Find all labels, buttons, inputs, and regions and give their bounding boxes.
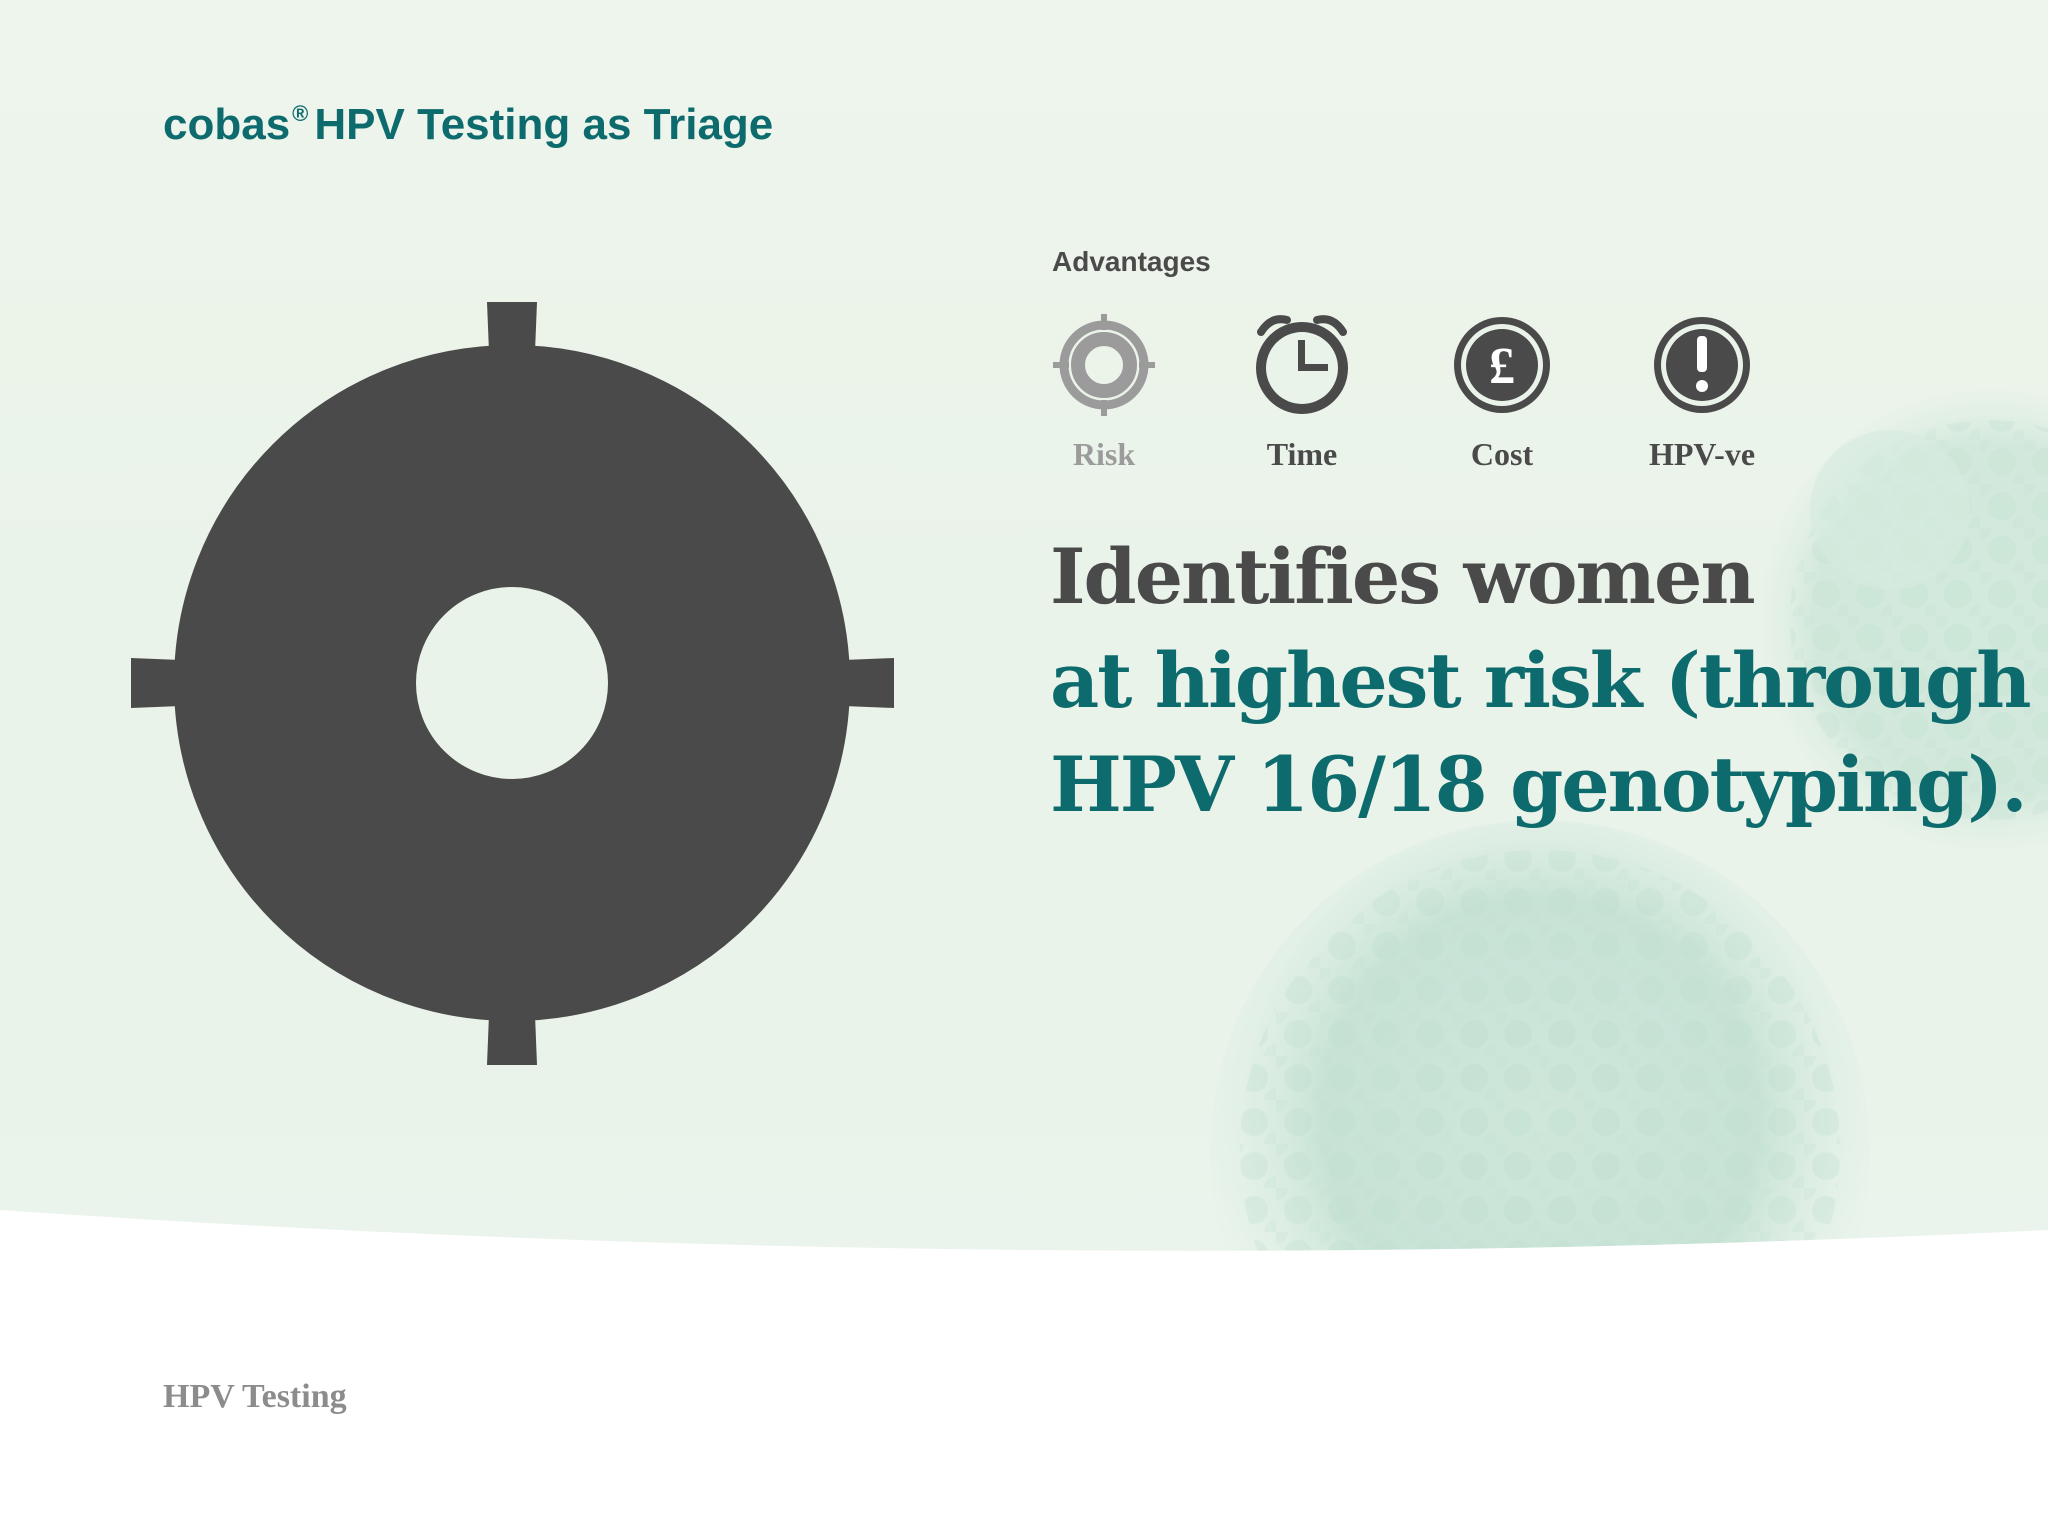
page-title: cobas® HPV Testing as Triage (163, 100, 774, 149)
virus-cell-small (1760, 390, 2048, 850)
advantage-label: Risk (1072, 436, 1136, 472)
headline-line-2: at highest risk (through (1050, 636, 2032, 725)
advantage-cost[interactable]: £ Cost (1422, 310, 1582, 472)
headline-line-1: Identifies women (1050, 532, 1756, 621)
advantage-label: HPV-ve (1648, 436, 1756, 472)
bottom-wave (0, 1210, 2048, 1536)
advantage-label: Cost (1470, 436, 1534, 472)
headline-line-3: HPV 16/18 genotyping). (1050, 740, 2028, 829)
target-icon (131, 302, 894, 1065)
advantage-hpv-ve[interactable]: HPV-ve (1622, 310, 1782, 472)
exclamation-icon (1654, 317, 1750, 413)
footer-label: HPV Testing (163, 1378, 347, 1415)
advantage-risk[interactable]: Risk (1024, 310, 1184, 472)
pound-coin-icon: £ (1454, 317, 1550, 413)
advantage-label: Time (1266, 436, 1338, 472)
svg-text:£: £ (1489, 338, 1515, 395)
advantages-heading: Advantages (1052, 246, 1211, 277)
advantage-time[interactable]: Time (1222, 310, 1382, 472)
target-icon (1053, 314, 1155, 416)
alarm-clock-icon (1256, 315, 1348, 414)
headline: Identifies women at highest risk (throug… (1050, 525, 2032, 837)
